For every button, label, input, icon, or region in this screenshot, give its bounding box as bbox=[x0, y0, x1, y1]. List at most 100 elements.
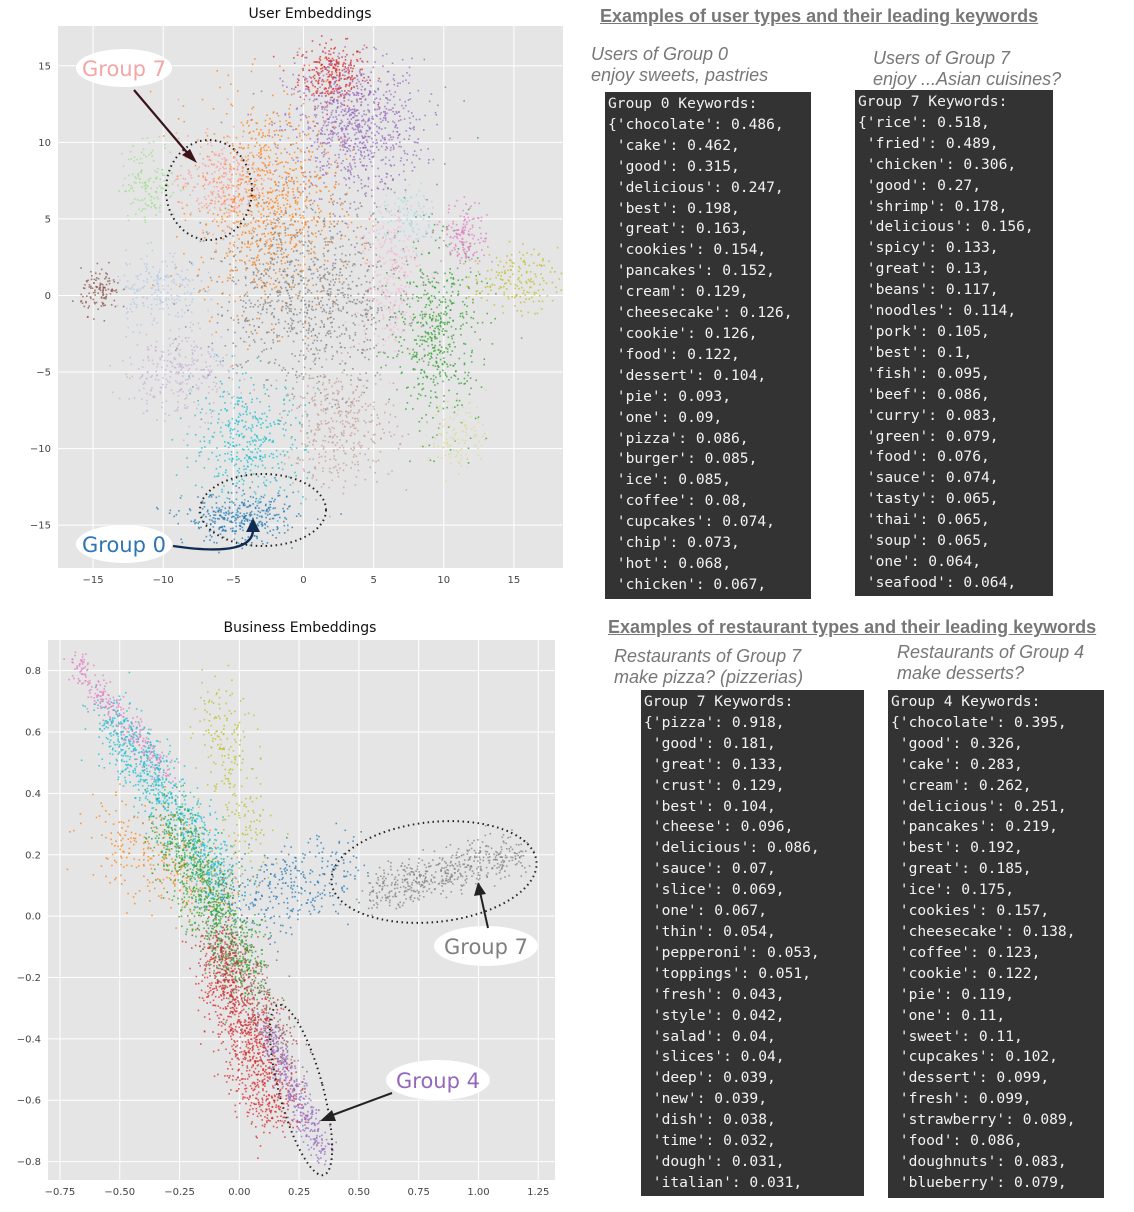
user-point bbox=[327, 93, 330, 96]
user-point bbox=[307, 126, 310, 128]
user-point bbox=[266, 205, 269, 208]
user-point bbox=[338, 138, 341, 140]
user-point bbox=[305, 78, 308, 80]
user-point bbox=[303, 133, 306, 136]
user-point bbox=[347, 69, 349, 71]
user-point bbox=[243, 147, 245, 149]
user-point bbox=[374, 91, 377, 93]
user-point bbox=[339, 75, 341, 78]
user-point bbox=[382, 188, 385, 191]
user-point bbox=[375, 114, 377, 117]
user-point bbox=[328, 60, 330, 62]
user-point bbox=[344, 78, 346, 80]
user-point bbox=[297, 84, 299, 86]
user-point bbox=[284, 234, 287, 237]
user-point bbox=[300, 119, 302, 121]
user-point bbox=[315, 166, 318, 168]
user-point bbox=[318, 61, 321, 64]
user-point bbox=[356, 85, 358, 87]
user-point bbox=[262, 146, 265, 149]
user-point bbox=[365, 195, 367, 197]
user-point bbox=[365, 113, 367, 116]
user-point bbox=[308, 225, 310, 228]
user-point bbox=[252, 227, 255, 229]
user-point bbox=[316, 122, 318, 124]
user-point bbox=[399, 141, 401, 144]
user-point bbox=[368, 136, 371, 138]
user-point bbox=[181, 207, 184, 210]
user-point bbox=[388, 90, 391, 92]
user-point bbox=[310, 182, 312, 184]
user-point bbox=[293, 182, 295, 185]
user-point bbox=[321, 108, 323, 110]
user-point bbox=[314, 184, 317, 187]
user-point bbox=[347, 77, 350, 79]
user-point bbox=[342, 114, 344, 117]
user-point bbox=[308, 64, 311, 67]
user-point bbox=[261, 281, 264, 284]
user-point bbox=[334, 76, 337, 79]
user-point bbox=[393, 83, 396, 86]
user-point bbox=[413, 126, 415, 128]
user-point bbox=[355, 124, 357, 127]
user-point bbox=[331, 103, 333, 105]
user-point bbox=[394, 113, 396, 116]
user-point bbox=[227, 277, 229, 279]
user-point bbox=[401, 58, 404, 61]
user-point bbox=[186, 204, 188, 207]
user-point bbox=[328, 53, 330, 55]
user-point bbox=[355, 132, 358, 134]
user-point bbox=[405, 79, 407, 81]
user-point bbox=[242, 174, 245, 176]
user-point bbox=[261, 248, 263, 250]
user-point bbox=[340, 127, 342, 130]
user-point bbox=[366, 79, 368, 82]
user-point bbox=[353, 181, 355, 184]
user-point bbox=[281, 190, 284, 193]
user-point bbox=[329, 99, 332, 101]
user-point bbox=[321, 95, 323, 97]
user-point bbox=[328, 166, 331, 169]
user-point bbox=[257, 254, 259, 257]
user-point bbox=[388, 138, 391, 141]
user-point bbox=[266, 201, 269, 203]
user-point bbox=[357, 207, 360, 210]
user-point bbox=[315, 66, 317, 69]
user-point bbox=[396, 112, 398, 114]
user-point bbox=[404, 178, 406, 181]
user-point bbox=[358, 131, 360, 134]
user-point bbox=[378, 175, 380, 178]
user-point bbox=[392, 156, 394, 158]
user-point bbox=[423, 58, 426, 61]
user-point bbox=[302, 171, 305, 174]
user-point bbox=[317, 122, 319, 125]
user-point bbox=[366, 259, 368, 261]
user-point bbox=[327, 124, 329, 126]
user-point bbox=[307, 220, 309, 223]
user-point bbox=[340, 141, 342, 144]
user-point bbox=[202, 176, 204, 178]
user-point bbox=[233, 210, 235, 212]
user-point bbox=[376, 125, 378, 128]
user-point bbox=[345, 184, 347, 186]
user-point bbox=[265, 149, 268, 152]
user-point bbox=[333, 200, 335, 202]
user-point bbox=[386, 173, 389, 175]
user-point bbox=[393, 95, 395, 98]
user-point bbox=[396, 127, 399, 129]
user-point bbox=[365, 132, 367, 135]
user-point bbox=[357, 174, 359, 177]
user-point bbox=[302, 174, 304, 177]
user-point bbox=[280, 210, 283, 212]
user-point bbox=[346, 111, 349, 113]
user-point bbox=[367, 120, 369, 122]
user-point bbox=[292, 129, 295, 131]
user-point bbox=[427, 148, 429, 150]
user-point bbox=[258, 250, 261, 252]
user-point bbox=[335, 60, 338, 62]
user-point bbox=[424, 114, 426, 117]
user-point bbox=[347, 168, 350, 171]
user-point bbox=[318, 79, 320, 81]
user-point bbox=[360, 104, 362, 107]
user-point bbox=[259, 157, 262, 159]
